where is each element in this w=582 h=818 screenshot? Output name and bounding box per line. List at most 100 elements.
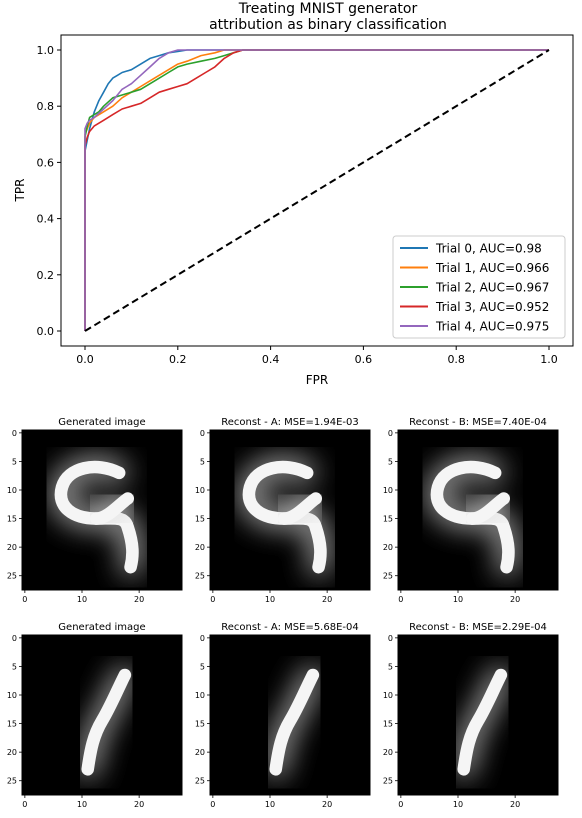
roc-y-tick-label: 1.0 (37, 44, 55, 57)
image-y-tick-label: 20 (383, 543, 393, 552)
image-x-tick-label: 10 (453, 800, 463, 809)
image-y-tick-label: 25 (7, 572, 17, 581)
image-panel-title: Reconst - A: MSE=5.68E-04 (221, 622, 359, 633)
roc-y-tick-label: 0.6 (37, 156, 55, 169)
image-x-tick-label: 10 (77, 800, 87, 809)
image-y-tick-label: 10 (7, 486, 17, 495)
image-y-tick-label: 0 (388, 634, 393, 643)
image-y-tick-label: 20 (195, 748, 205, 757)
roc-series-line-trial-3 (84, 49, 549, 331)
image-x-tick-label: 0 (22, 595, 27, 604)
roc-series-line-trial-2 (84, 49, 549, 331)
roc-x-tick-label: 0.2 (169, 353, 187, 366)
roc-legend-label: Trial 4, AUC=0.975 (435, 320, 549, 334)
image-panel-frame (209, 634, 371, 796)
image-x-tick-label: 0 (210, 800, 215, 809)
roc-chance-line (84, 49, 550, 332)
image-x-tick-label: 0 (398, 800, 403, 809)
image-y-tick-label: 5 (388, 662, 393, 671)
roc-y-tick-label: 0.2 (37, 269, 55, 282)
roc-series-line-trial-1 (84, 49, 549, 331)
roc-plot-frame (60, 34, 574, 347)
image-x-tick-label: 20 (134, 595, 144, 604)
image-panel-frame (21, 634, 183, 796)
image-x-tick-label: 20 (510, 595, 520, 604)
digit-stroke (81, 668, 132, 776)
image-y-tick-label: 15 (7, 515, 17, 524)
roc-ticks: 0.0 0.2 0.4 0.6 0.8 1.0 0.0 0.2 0.4 0.6 0.8 1.0 (37, 44, 558, 366)
image-grid: Generated image 0 5 10 15 20 25 0 10 20 Reconst - … (7, 417, 559, 809)
image-y-tick-label: 15 (195, 515, 205, 524)
image-panel: Reconst - A: MSE=1.94E-03 0 5 10 15 20 25 0 10 20 (195, 417, 371, 604)
image-panel: Reconst - A: MSE=5.68E-04 0 5 10 15 20 25 0 10 20 (195, 622, 371, 809)
digit-stroke (278, 492, 323, 525)
image-y-tick-label: 15 (195, 720, 205, 729)
image-x-tick-label: 0 (210, 595, 215, 604)
roc-y-tick-label: 0.8 (37, 100, 55, 113)
digit-stroke (457, 668, 508, 776)
image-y-tick-label: 10 (7, 691, 17, 700)
image-panel: Generated image 0 5 10 15 20 25 0 10 20 (7, 417, 183, 604)
image-y-tick-label: 20 (195, 543, 205, 552)
image-y-tick-label: 10 (195, 691, 205, 700)
roc-legend: Trial 0, AUC=0.98 Trial 1, AUC=0.966 Trial… (392, 235, 566, 339)
roc-legend-box (392, 235, 566, 339)
roc-chart: Treating MNIST generator attribution as … (13, 1, 574, 387)
roc-lines (84, 49, 550, 332)
roc-x-tick-label: 0.8 (447, 353, 465, 366)
roc-y-tick-label: 0.4 (37, 213, 55, 226)
image-panel-title: Reconst - B: MSE=2.29E-04 (409, 622, 547, 633)
image-panel: Reconst - B: MSE=2.29E-04 0 5 10 15 20 25 0 10 20 (383, 622, 559, 809)
roc-x-tick-label: 0.0 (76, 353, 94, 366)
image-panel-title: Generated image (58, 417, 145, 428)
image-panel: Generated image 0 5 10 15 20 25 0 10 20 (7, 622, 183, 809)
image-x-tick-label: 20 (510, 800, 520, 809)
image-y-tick-label: 5 (12, 457, 17, 466)
image-y-tick-label: 10 (383, 486, 393, 495)
roc-x-axis-label: FPR (306, 373, 328, 387)
digit-stroke (269, 668, 320, 776)
image-y-tick-label: 10 (383, 691, 393, 700)
roc-legend-label: Trial 3, AUC=0.952 (435, 300, 549, 314)
image-y-tick-label: 15 (7, 720, 17, 729)
digit-9-image (52, 458, 142, 577)
image-y-tick-label: 0 (200, 634, 205, 643)
image-y-tick-label: 0 (12, 429, 17, 438)
image-y-tick-label: 0 (12, 634, 17, 643)
image-y-tick-label: 25 (383, 777, 393, 786)
image-x-tick-label: 0 (398, 595, 403, 604)
roc-legend-label: Trial 1, AUC=0.966 (435, 261, 549, 275)
roc-x-tick-label: 1.0 (540, 353, 558, 366)
roc-x-tick-label: 0.4 (262, 353, 280, 366)
image-y-tick-label: 0 (388, 429, 393, 438)
image-y-tick-label: 5 (200, 662, 205, 671)
digit-9-image (428, 458, 518, 577)
image-x-tick-label: 10 (453, 595, 463, 604)
image-y-tick-label: 25 (195, 777, 205, 786)
roc-legend-label: Trial 2, AUC=0.967 (435, 281, 549, 295)
digit-1-image (78, 666, 134, 779)
roc-legend-label: Trial 0, AUC=0.98 (435, 242, 542, 256)
image-y-tick-label: 20 (7, 543, 17, 552)
image-panel-frame (397, 634, 559, 796)
image-y-tick-label: 20 (383, 748, 393, 757)
roc-y-axis-label: TPR (13, 179, 27, 203)
image-y-tick-label: 25 (195, 572, 205, 581)
image-y-tick-label: 5 (388, 457, 393, 466)
digit-stroke (466, 492, 511, 525)
digit-stroke (90, 492, 135, 525)
image-x-tick-label: 20 (134, 800, 144, 809)
image-y-tick-label: 20 (7, 748, 17, 757)
roc-x-tick-label: 0.6 (355, 353, 373, 366)
image-x-tick-label: 20 (322, 800, 332, 809)
digit-1-image (266, 666, 322, 779)
image-panel-title: Generated image (58, 622, 145, 633)
image-panel-title: Reconst - B: MSE=7.40E-04 (409, 417, 547, 428)
image-y-tick-label: 10 (195, 486, 205, 495)
image-y-tick-label: 5 (12, 662, 17, 671)
image-panel: Reconst - B: MSE=7.40E-04 0 5 10 15 20 25 0 10 20 (383, 417, 559, 604)
image-y-tick-label: 15 (383, 515, 393, 524)
image-y-tick-label: 0 (200, 429, 205, 438)
image-x-tick-label: 20 (322, 595, 332, 604)
